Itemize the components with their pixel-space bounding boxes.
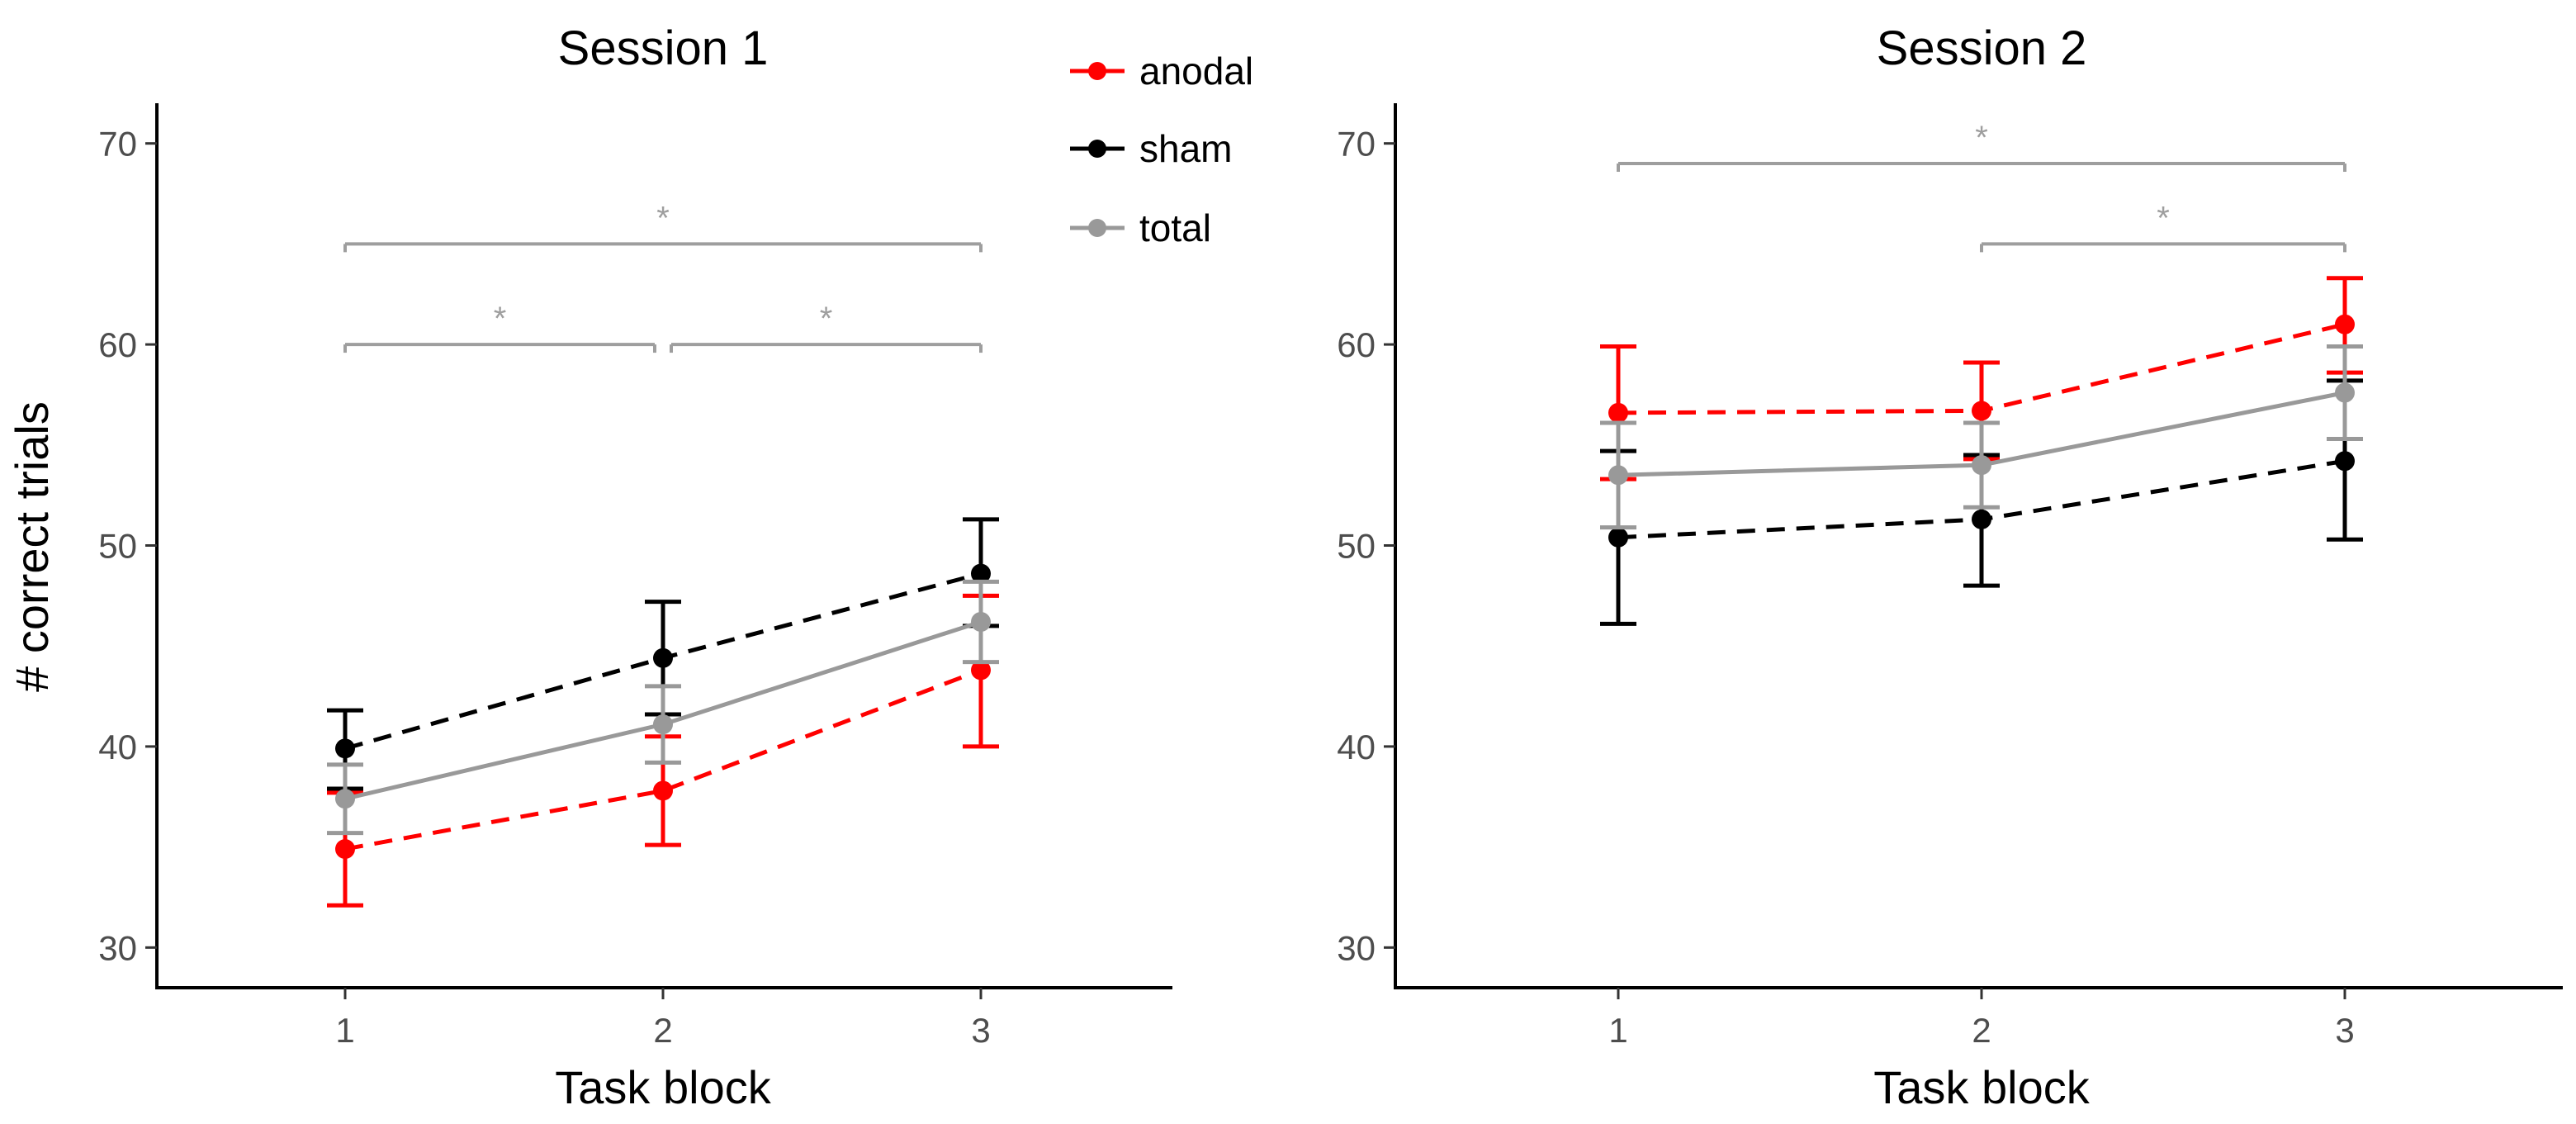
- session-2-panel: Session 2 Task block 30 40 50 60 70 1 2 3 * *: [1337, 21, 2563, 1113]
- session-2-anodal-point: [1608, 402, 1628, 423]
- session-2-title: Session 2: [1877, 21, 2087, 75]
- legend-label-anodal: anodal: [1139, 50, 1253, 92]
- session-2-sham-point: [1608, 527, 1628, 548]
- session-1-x-tick-label: 3: [971, 1011, 990, 1050]
- session-1-y-tick-label: 50: [98, 527, 137, 566]
- session-1-y-tick-label: 60: [98, 325, 137, 364]
- session-1-total-point: [653, 714, 673, 735]
- session-1-sham-point: [335, 738, 355, 759]
- session-1-significance-bracket: *: [670, 301, 983, 353]
- session-1-x-tick-label: 1: [335, 1011, 354, 1050]
- session-2-total-point: [2335, 382, 2355, 403]
- session-2-y-tick-label: 60: [1337, 325, 1376, 364]
- session-2-y-tick-label: 40: [1337, 728, 1376, 766]
- session-1-significance-star: *: [494, 301, 507, 337]
- session-2-y-tick-label: 70: [1337, 125, 1376, 164]
- session-1-title: Session 1: [558, 21, 769, 75]
- session-1-sham-point: [971, 563, 991, 584]
- legend: anodal sham total: [1070, 50, 1253, 249]
- session-2-sham-point: [2335, 451, 2355, 472]
- session-2-significance-bracket: *: [1980, 200, 2346, 253]
- legend-point-total: [1088, 219, 1106, 237]
- session-2-sham-point: [1972, 509, 1991, 529]
- session-1-y-tick-label: 30: [98, 928, 137, 967]
- session-1-y-axis-label: # correct trials: [6, 401, 58, 692]
- session-1-anodal-line: [344, 668, 982, 851]
- session-1-anodal-point: [971, 660, 991, 681]
- legend-label-total: total: [1139, 206, 1211, 249]
- session-1-sham-point: [653, 647, 673, 668]
- session-1-total-point: [971, 611, 991, 632]
- session-2-total-point: [1608, 465, 1628, 486]
- session-1-significance-star: *: [656, 200, 670, 236]
- session-1-significance-bracket: *: [343, 200, 983, 253]
- session-2-anodal-point: [2335, 314, 2355, 334]
- legend-item-anodal: anodal: [1070, 50, 1253, 92]
- session-2-x-tick-label: 1: [1608, 1011, 1627, 1050]
- session-1-significance-bracket: *: [343, 301, 656, 353]
- session-2-significance-star: *: [2157, 200, 2170, 236]
- session-1-series-total: [327, 579, 999, 836]
- legend-point-sham: [1088, 140, 1106, 158]
- session-2-x-tick-label: 2: [1972, 1011, 1991, 1050]
- session-2-y-tick-label: 30: [1337, 928, 1376, 967]
- session-1-anodal-point: [653, 780, 673, 801]
- session-2-anodal-point: [1972, 401, 1991, 421]
- session-1-anodal-point: [335, 839, 355, 860]
- session-2-x-axis-label: Task block: [1873, 1061, 2090, 1113]
- session-1-x-tick-label: 2: [653, 1011, 672, 1050]
- session-1-y-tick-label: 40: [98, 728, 137, 766]
- session-2-significance-bracket: *: [1617, 120, 2346, 173]
- legend-point-anodal: [1088, 62, 1106, 80]
- session-1-x-axis-label: Task block: [555, 1061, 771, 1113]
- legend-item-total: total: [1070, 206, 1211, 249]
- session-2-y-tick-label: 50: [1337, 527, 1376, 566]
- session-2-series-total: [1600, 344, 2363, 530]
- session-2-x-tick-label: 3: [2335, 1011, 2354, 1050]
- legend-label-sham: sham: [1139, 127, 1232, 170]
- session-2-significance-star: *: [1975, 120, 1988, 156]
- session-1-y-tick-label: 70: [98, 125, 137, 164]
- session-1-panel: Session 1 # correct trials Task block 30…: [6, 21, 1172, 1113]
- legend-item-sham: sham: [1070, 127, 1232, 170]
- session-1-significance-star: *: [820, 301, 833, 337]
- session-1-total-point: [335, 789, 355, 809]
- session-2-total-point: [1972, 455, 1991, 476]
